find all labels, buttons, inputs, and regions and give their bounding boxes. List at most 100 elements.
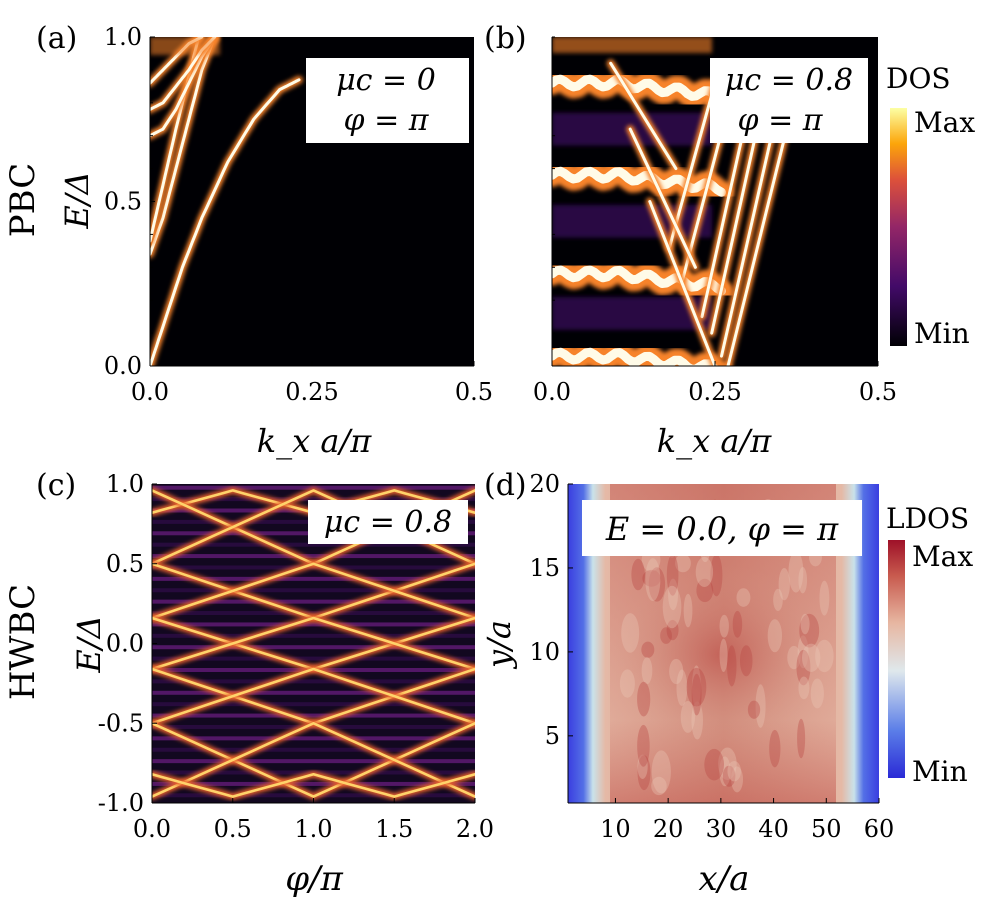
ldos-spot [631,558,645,591]
ldos-spot [686,667,707,707]
purple-band [552,204,712,238]
ldos-spot [797,635,809,669]
y-tick-label: 15 [529,554,560,582]
ldos-spot [800,613,810,635]
ldos-spot [637,681,651,717]
ldos-spot [666,619,679,641]
y-tick-label: -1.0 [98,789,144,817]
x-tick-label: 0.5 [455,378,493,406]
colorbar-max-label: Max [914,106,975,139]
annotation-line-1: E = 0.0, φ = π [605,510,839,548]
panel-a: 0.0 0.25 0.5 0.0 0.5 1.0 μc = 0 φ = π (a) PBC… [3,21,493,460]
texture-stripe [152,645,475,650]
ldos-spot [642,569,661,587]
ldos-spot [704,748,725,781]
y-axis-label: E/Δ [70,615,108,673]
annotation-box [306,58,469,143]
ldos-spot [773,588,783,612]
panel-c: 0.0 0.5 1.0 1.5 2.0 -1.0 -0.5 0.0 0.5 1.0 μc = 0.… [3,468,494,899]
x-tick-label: 1.5 [375,815,413,843]
ldos-spot [788,551,804,593]
band-2 [150,37,217,256]
texture-stripe [152,656,475,661]
x-tick-label: 30 [706,815,737,843]
panel-b: 0.0 0.25 0.5 μc = 0.8 φ = π (b) k_x a/π DO… [484,21,975,460]
x-tick-label: 10 [600,815,631,843]
texture-stripe [152,736,475,741]
texture-stripe [152,599,475,604]
ldos-spot [645,558,661,602]
ldos-spot [641,641,655,658]
zz-5 [152,562,475,620]
ldos-center-blob [612,565,832,745]
zz-12 [152,773,475,798]
ldos-spot [747,700,761,719]
x-tick-label: 20 [653,815,684,843]
ldos-spot [718,747,737,781]
texture-stripe [152,679,475,684]
band-1 [150,78,301,366]
texture-stripe [152,565,475,570]
y-tick-label: 20 [529,470,560,498]
x-tick-label: 0.5 [214,815,252,843]
annotation-box [582,500,862,556]
ldos-spot [660,627,672,644]
dos-colorbar [890,108,907,346]
colorbar-min-label: Min [912,755,968,788]
ldos-spot [691,673,702,716]
ldos-spot [797,718,806,759]
annotation-line-2: φ = π [738,103,824,138]
ldos-spot [719,614,729,638]
texture-stripe [152,542,475,547]
ldos-spot [648,567,666,602]
x-tick-label: 1.0 [294,815,332,843]
annotation-line-1: μc = 0 [336,63,436,98]
y-tick-label: 0.5 [104,188,142,216]
ldos-spot [668,578,679,611]
ldos-colorbar [888,540,905,778]
ldos-spot [722,765,736,787]
ldos-spot [810,678,824,709]
ldos-spot [727,761,741,782]
texture-stripe [152,747,475,752]
zz-10 [152,722,475,798]
ldos-spot [651,750,671,794]
colorbar-min-label: Min [914,317,970,350]
x-tick-label: 0.0 [533,378,571,406]
ldos-spot [691,701,704,740]
top-edge-glow [150,37,220,55]
panel-label: (d) [484,468,527,503]
panel-label: (c) [36,468,76,503]
purple-band [552,296,712,330]
ldos-spot [787,645,801,670]
ldos-spot [619,669,635,698]
line-8 [628,127,697,269]
y-tick-label: 1.0 [104,23,142,51]
ldos-spot [621,613,640,653]
x-axis-label: φ/π [285,859,343,899]
ldos-spot [680,700,695,733]
x-tick-label: 50 [811,815,842,843]
colorbar-title: DOS [886,62,951,95]
x-tick-label: 60 [864,815,895,843]
line-9 [648,200,717,366]
ldos-spot [683,593,693,628]
line-7 [609,61,678,171]
x-tick-label: 0.25 [688,378,741,406]
row-label: PBC [3,163,43,238]
x-tick-label: 0.0 [131,378,169,406]
texture-stripe [152,633,475,638]
texture-stripe [152,702,475,707]
texture-stripe [152,622,475,627]
x-tick-label: 0.0 [133,815,171,843]
ldos-spot [675,554,691,573]
y-tick-label: 0.0 [106,630,144,658]
panel-d: 10 20 30 40 50 60 5 10 15 20 E = 0.0, φ = π (d) y… [480,468,973,899]
panel-label: (b) [484,21,527,56]
texture-stripe [152,588,475,593]
ldos-spot [731,766,744,793]
zz-9 [152,667,475,725]
colorbar-max-label: Max [912,540,973,573]
y-tick-label: 0.5 [106,550,144,578]
